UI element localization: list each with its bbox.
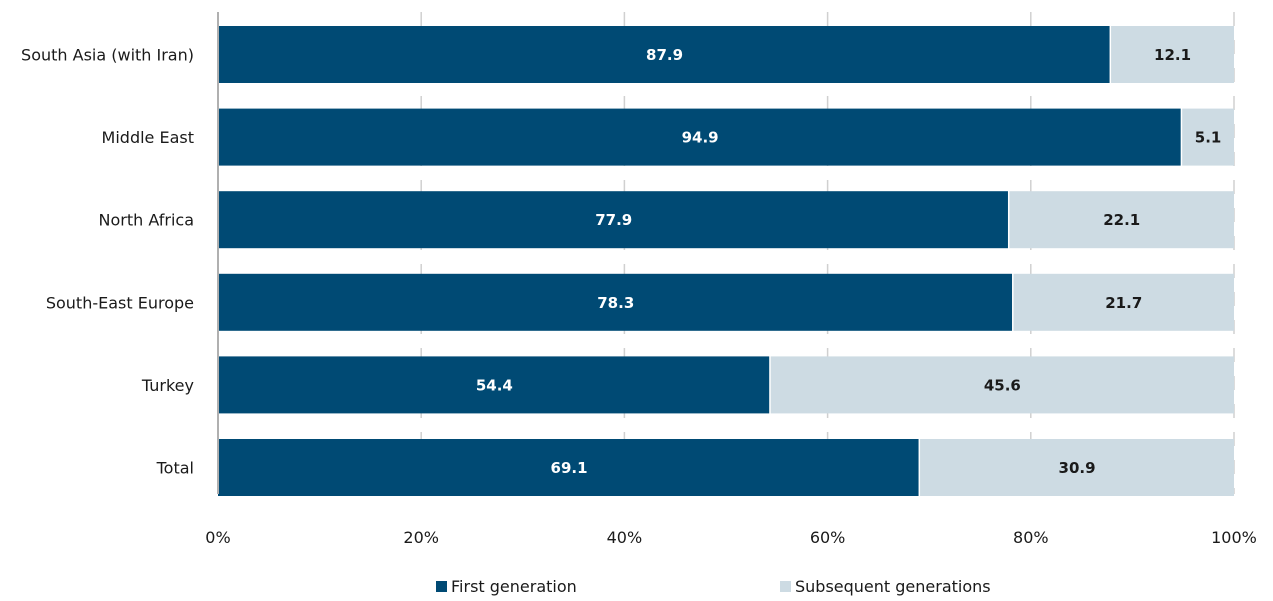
bar-subsequent-generations (1111, 26, 1234, 83)
legend-label: Subsequent generations (795, 577, 991, 596)
bar-first-generation (218, 108, 1181, 166)
data-label: 45.6 (984, 376, 1021, 394)
bar-first-generation (218, 191, 1008, 249)
bar-first-generation (218, 439, 919, 496)
data-label: 30.9 (1059, 459, 1096, 477)
category-label: North Africa (99, 211, 194, 230)
legend-swatch (780, 581, 791, 592)
data-label: 54.4 (476, 376, 513, 394)
x-tick-label: 80% (1013, 528, 1049, 547)
category-labels: South Asia (with Iran) Middle East North A… (21, 46, 194, 478)
category-label: Turkey (141, 376, 194, 395)
data-label: 5.1 (1195, 129, 1222, 147)
legend-label: First generation (451, 577, 577, 596)
bar-first-generation (218, 26, 1110, 83)
bar-subsequent-generations (1013, 273, 1234, 331)
bar-first-generation (218, 356, 770, 414)
x-tick-labels: 0% 20% 40% 60% 80% 100% (205, 528, 1257, 547)
data-label: 12.1 (1154, 46, 1191, 64)
data-label: 77.9 (595, 211, 632, 229)
bar-subsequent-generations (1182, 108, 1234, 166)
bars: 87.9 12.1 94.9 5.1 77.9 22.1 78.3 21.7 54.4 45.6 6… (218, 26, 1234, 496)
data-label: 22.1 (1103, 211, 1140, 229)
bar-subsequent-generations (920, 439, 1234, 496)
x-tick-label: 100% (1211, 528, 1257, 547)
data-label: 21.7 (1105, 294, 1142, 312)
data-label: 78.3 (597, 294, 634, 312)
data-label: 87.9 (646, 46, 683, 64)
x-tick-label: 0% (205, 528, 230, 547)
x-tick-label: 40% (607, 528, 643, 547)
bar-subsequent-generations (770, 356, 1234, 414)
x-tick-label: 60% (810, 528, 846, 547)
x-tick-label: 20% (403, 528, 439, 547)
legend: First generation Subsequent generations (436, 577, 991, 596)
data-label: 94.9 (682, 129, 719, 147)
category-label: Total (156, 459, 194, 478)
category-label: South-East Europe (46, 293, 194, 312)
legend-swatch (436, 581, 447, 592)
data-label: 69.1 (551, 459, 588, 477)
category-label: South Asia (with Iran) (21, 46, 194, 65)
grid-lines (420, 12, 1235, 494)
category-label: Middle East (102, 128, 194, 147)
bar-first-generation (218, 273, 1013, 331)
bar-subsequent-generations (1009, 191, 1234, 249)
